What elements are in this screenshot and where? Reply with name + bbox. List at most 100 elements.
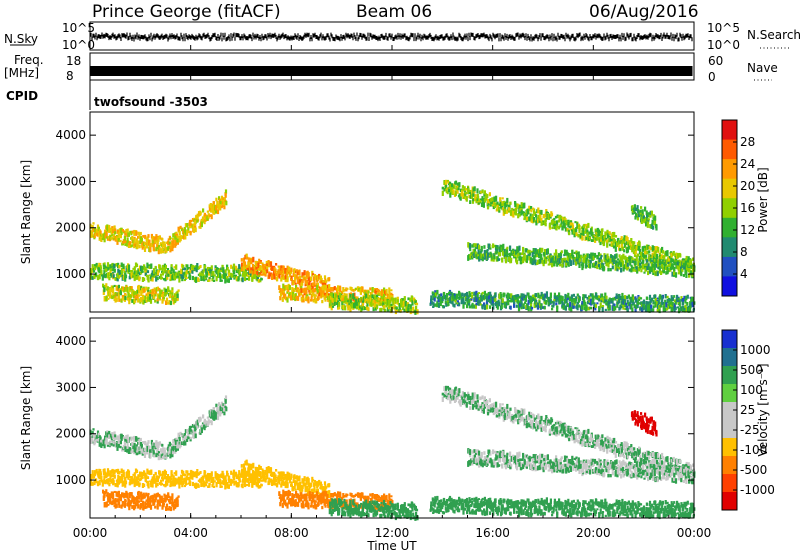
velocity-ytick-label-2: 2000 [55,427,86,441]
freq-unit-label: [MHz] [4,66,39,80]
velocity-colorbar-cell-4 [722,402,737,421]
power-colorbar-cell-1 [722,139,737,160]
power-colorbar-tick-label-1: 24 [740,157,755,171]
velocity-band-9 [429,495,696,520]
velocity-band-2 [89,468,263,490]
power-colorbar-cell-5 [722,217,737,238]
velocity-colorbar-tick-label-4: -25 [740,423,760,437]
station-title: Prince George (fitACF) [92,2,281,22]
velocity-colorbar-tick-label-3: 25 [740,403,755,417]
power-panel-frame [89,111,695,313]
velocity-colorbar-cell-8 [722,474,737,493]
power-band-6 [328,292,419,315]
power-band-1 [164,189,228,253]
power-colorbar-tick-label-0: 28 [740,135,755,149]
velocity-colorbar-cell-1 [722,348,737,367]
velocity-band-8 [467,448,696,485]
power-echoes [89,179,696,315]
power-y-axis: 4000 3000 2000 1000 [55,128,694,281]
xtick-label-2: 08:00 [274,526,309,540]
time-axis: 00:00 04:00 08:00 12:00 16:00 20:00 00:00 [73,45,712,540]
velocity-ylabel: Slant Range [km] [19,366,33,470]
velocity-panel-frame [89,317,695,519]
velocity-band-10 [630,410,658,437]
power-colorbar: 28 24 20 16 12 8 4 [721,119,755,297]
date-title: 06/Aug/2016 [589,2,699,22]
velocity-ytick-label-0: 4000 [55,334,86,348]
xtick-label-1: 04:00 [173,526,208,540]
freq-trace [90,66,693,76]
velocity-ytick-label-3: 1000 [55,473,86,487]
nsearch-tick-bottom: 10^0 [707,38,740,52]
velocity-colorbar-cell-9 [722,492,737,511]
power-colorbar-tick-label-3: 16 [740,201,755,215]
velocity-band-5 [102,489,180,512]
velocity-colorbar-tick-label-5: -100 [740,443,767,457]
nsky-trace [90,32,693,42]
velocity-band-0 [89,428,167,461]
velocity-colorbar-cell-0 [722,330,737,349]
velocity-band-1 [164,395,228,459]
power-band-10 [630,204,658,231]
power-band-7 [441,179,696,276]
velocity-ytick-label-1: 3000 [55,380,86,394]
power-colorbar-tick-label-6: 4 [740,267,748,281]
velocity-colorbar-cell-5 [722,420,737,439]
velocity-band-6 [328,498,419,521]
power-band-2 [89,262,263,284]
nsearch-tick-top: 10^5 [707,21,740,35]
velocity-colorbar-cell-6 [722,438,737,457]
velocity-colorbar: 1000 500 100 25 -25 -100 -500 -1000 [721,329,775,511]
power-colorbar-tick-label-4: 12 [740,223,755,237]
power-ylabel: Slant Range [km] [19,160,33,264]
velocity-colorbar-cell-3 [722,384,737,403]
beam-title: Beam 06 [356,2,432,22]
velocity-colorbar-label: Velocity [m s⁻¹] [756,363,770,456]
power-ytick-label-0: 4000 [55,128,86,142]
velocity-echoes [89,385,696,521]
nsky-label: N.Sky [4,32,38,46]
power-colorbar-cell-6 [722,237,737,258]
cpid-label: CPID [6,89,38,103]
xtick-label-3: 12:00 [375,526,410,540]
velocity-colorbar-frame [721,329,738,511]
power-colorbar-tick-label-2: 20 [740,179,755,193]
power-ytick-label-3: 1000 [55,267,86,281]
nsky-tick-top: 10^5 [62,21,95,35]
velocity-colorbar-cell-2 [722,366,737,385]
power-band-0 [89,222,167,255]
xtick-label-6: 00:00 [677,526,712,540]
power-ytick-label-2: 2000 [55,221,86,235]
xtick-label-0: 00:00 [73,526,108,540]
nave-label: Nave [747,61,778,75]
power-colorbar-cell-3 [722,178,737,199]
freq-tick-top: 18 [66,54,81,68]
nsearch-label: N.Search [747,28,800,42]
power-colorbar-label: Power [dB] [756,167,770,232]
power-colorbar-cell-2 [722,159,737,180]
velocity-colorbar-tick-label-2: 100 [740,383,763,397]
freq-line [90,66,693,76]
nsky-line [90,32,693,42]
cpid-value: twofsound -3503 [94,95,208,109]
freq-tick-bottom: 8 [66,69,74,83]
power-ytick-label-1: 3000 [55,174,86,188]
power-band-5 [102,283,180,306]
xtick-label-4: 16:00 [475,526,510,540]
nsky-tick-bottom: 10^0 [62,38,95,52]
power-colorbar-cell-4 [722,198,737,219]
power-colorbar-cell-8 [722,276,737,297]
freq-label: Freq. [14,53,44,67]
power-band-8 [467,242,696,279]
nave-tick-top: 60 [708,54,723,68]
velocity-y-axis: 4000 3000 2000 1000 [55,334,694,487]
velocity-colorbar-tick-label-7: -1000 [740,483,775,497]
velocity-colorbar-cell-7 [722,456,737,475]
velocity-colorbar-tick-label-0: 1000 [740,343,771,357]
power-band-9 [429,289,696,314]
power-colorbar-tick-label-5: 8 [740,245,748,259]
velocity-colorbar-tick-label-6: -500 [740,463,767,477]
power-colorbar-cell-0 [722,120,737,141]
power-colorbar-cell-7 [722,256,737,277]
